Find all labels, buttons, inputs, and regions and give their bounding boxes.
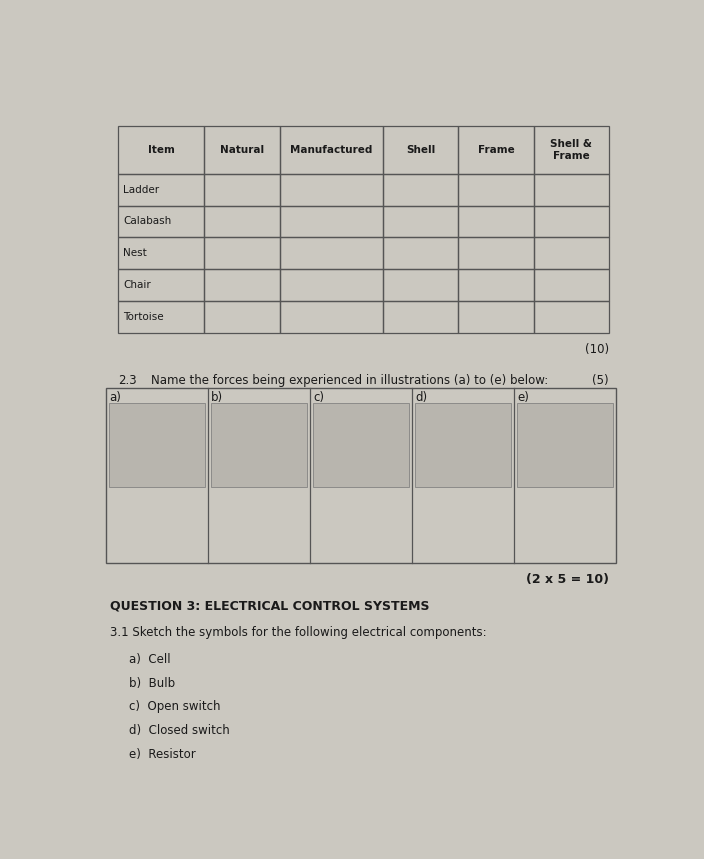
Bar bbox=[383, 205, 458, 237]
Bar bbox=[279, 301, 383, 332]
Text: Nest: Nest bbox=[123, 248, 147, 259]
Bar bbox=[534, 205, 609, 237]
Bar bbox=[517, 403, 613, 487]
Text: Calabash: Calabash bbox=[123, 216, 172, 227]
Bar bbox=[383, 174, 458, 205]
Text: Natural: Natural bbox=[220, 145, 264, 155]
Bar bbox=[204, 237, 279, 269]
Text: (2 x 5 = 10): (2 x 5 = 10) bbox=[526, 573, 609, 587]
Text: c): c) bbox=[313, 392, 325, 405]
Bar bbox=[415, 403, 511, 487]
Text: e)  Resistor: e) Resistor bbox=[129, 748, 196, 761]
Text: Tortoise: Tortoise bbox=[123, 312, 164, 322]
Bar bbox=[458, 174, 534, 205]
Text: Chair: Chair bbox=[123, 280, 151, 290]
Bar bbox=[383, 301, 458, 332]
Bar bbox=[118, 126, 204, 174]
Bar bbox=[118, 237, 204, 269]
Bar bbox=[383, 126, 458, 174]
Bar bbox=[118, 174, 204, 205]
Text: a)  Cell: a) Cell bbox=[129, 653, 170, 666]
Text: d): d) bbox=[415, 392, 427, 405]
Bar bbox=[204, 205, 279, 237]
Bar bbox=[458, 205, 534, 237]
Bar bbox=[534, 301, 609, 332]
Bar bbox=[279, 126, 383, 174]
Bar bbox=[118, 269, 204, 301]
Bar bbox=[534, 126, 609, 174]
Text: Shell: Shell bbox=[406, 145, 435, 155]
Text: 3.1 Sketch the symbols for the following electrical components:: 3.1 Sketch the symbols for the following… bbox=[110, 626, 486, 639]
Text: (10): (10) bbox=[585, 343, 609, 356]
Bar bbox=[383, 269, 458, 301]
Text: Ladder: Ladder bbox=[123, 185, 160, 195]
Bar bbox=[118, 205, 204, 237]
Bar bbox=[458, 126, 534, 174]
Bar bbox=[383, 237, 458, 269]
Bar bbox=[279, 269, 383, 301]
Text: b)  Bulb: b) Bulb bbox=[129, 677, 175, 690]
Bar bbox=[204, 269, 279, 301]
Text: c)  Open switch: c) Open switch bbox=[129, 700, 220, 713]
Bar bbox=[204, 126, 279, 174]
Bar bbox=[279, 205, 383, 237]
Bar bbox=[458, 301, 534, 332]
Text: a): a) bbox=[109, 392, 121, 405]
Bar bbox=[313, 403, 409, 487]
Bar bbox=[279, 174, 383, 205]
Bar bbox=[279, 237, 383, 269]
Text: Name the forces being experienced in illustrations (a) to (e) below:: Name the forces being experienced in ill… bbox=[151, 374, 548, 387]
Bar bbox=[534, 174, 609, 205]
Text: (5): (5) bbox=[593, 374, 609, 387]
Bar bbox=[534, 269, 609, 301]
Bar bbox=[109, 403, 205, 487]
Text: QUESTION 3: ELECTRICAL CONTROL SYSTEMS: QUESTION 3: ELECTRICAL CONTROL SYSTEMS bbox=[110, 600, 429, 612]
Text: Item: Item bbox=[148, 145, 175, 155]
Text: Manufactured: Manufactured bbox=[290, 145, 372, 155]
Bar bbox=[106, 388, 616, 564]
Text: Shell &
Frame: Shell & Frame bbox=[551, 139, 592, 161]
Bar bbox=[458, 269, 534, 301]
Text: Frame: Frame bbox=[478, 145, 515, 155]
Bar bbox=[204, 301, 279, 332]
Bar bbox=[458, 237, 534, 269]
Text: 2.3: 2.3 bbox=[118, 374, 137, 387]
Text: b): b) bbox=[211, 392, 223, 405]
Bar bbox=[534, 237, 609, 269]
Bar bbox=[118, 301, 204, 332]
Text: d)  Closed switch: d) Closed switch bbox=[129, 724, 230, 737]
Bar bbox=[204, 174, 279, 205]
Text: e): e) bbox=[517, 392, 529, 405]
Bar bbox=[211, 403, 307, 487]
